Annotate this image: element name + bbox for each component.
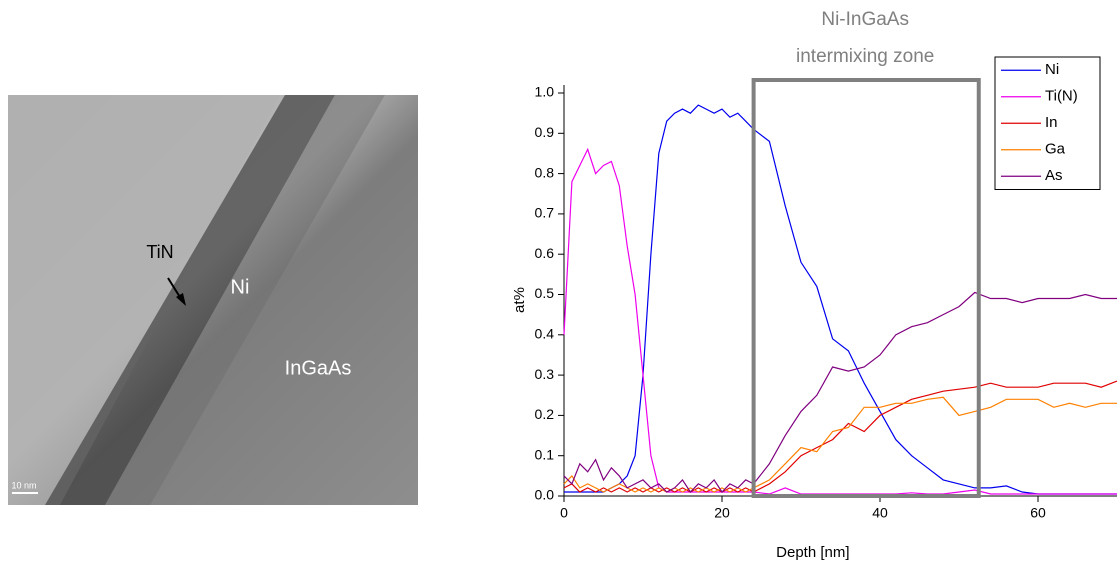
y-axis-label: at% bbox=[511, 287, 528, 313]
y-tick-label: 1.0 bbox=[535, 84, 555, 100]
y-tick-label: 0.4 bbox=[535, 326, 555, 342]
annotation-text: Ni-InGaAs bbox=[821, 9, 909, 30]
y-tick-label: 0.0 bbox=[535, 487, 555, 503]
image-label: TiN bbox=[146, 242, 173, 262]
y-tick-label: 0.8 bbox=[535, 164, 555, 180]
y-tick-label: 0.3 bbox=[535, 366, 555, 382]
image-label: InGaAs bbox=[285, 357, 352, 379]
image-label: Ni bbox=[231, 276, 250, 298]
annotation-text: intermixing zone bbox=[796, 46, 934, 67]
x-tick-label: 40 bbox=[872, 505, 888, 521]
legend-label: Ni bbox=[1045, 61, 1059, 78]
series-line bbox=[563, 291, 1117, 493]
legend-label: In bbox=[1045, 114, 1058, 131]
y-tick-label: 0.2 bbox=[535, 406, 555, 422]
legend-label: Ti(N) bbox=[1045, 88, 1078, 105]
chart: 0.0 0.1 0.2 0.3 0.4 0.5 0.6 0.7 0.8 0.9 1.0 0 20 40 60… bbox=[511, 9, 1118, 561]
x-axis-label: Depth [nm] bbox=[776, 544, 849, 561]
series-line bbox=[563, 380, 1118, 493]
y-tick-label: 0.7 bbox=[535, 205, 555, 221]
y-tick-label: 0.6 bbox=[535, 245, 555, 261]
y-tick-label: 0.9 bbox=[535, 124, 555, 140]
y-tick-label: 0.1 bbox=[535, 446, 555, 462]
series-line bbox=[564, 104, 1117, 495]
scale-bar-label: 10 nm bbox=[11, 480, 36, 490]
highlight-box bbox=[751, 78, 981, 498]
legend-label: As bbox=[1045, 167, 1063, 184]
x-tick-label: 20 bbox=[714, 505, 730, 521]
y-tick-label: 0.5 bbox=[535, 285, 555, 301]
x-tick-label: 0 bbox=[560, 505, 568, 521]
tem-image: TiN Ni InGaAs 10 nm bbox=[8, 95, 418, 505]
series-line bbox=[563, 147, 1117, 495]
series-line bbox=[563, 396, 1117, 493]
x-tick-label: 60 bbox=[1030, 505, 1046, 521]
legend-label: Ga bbox=[1045, 141, 1066, 158]
